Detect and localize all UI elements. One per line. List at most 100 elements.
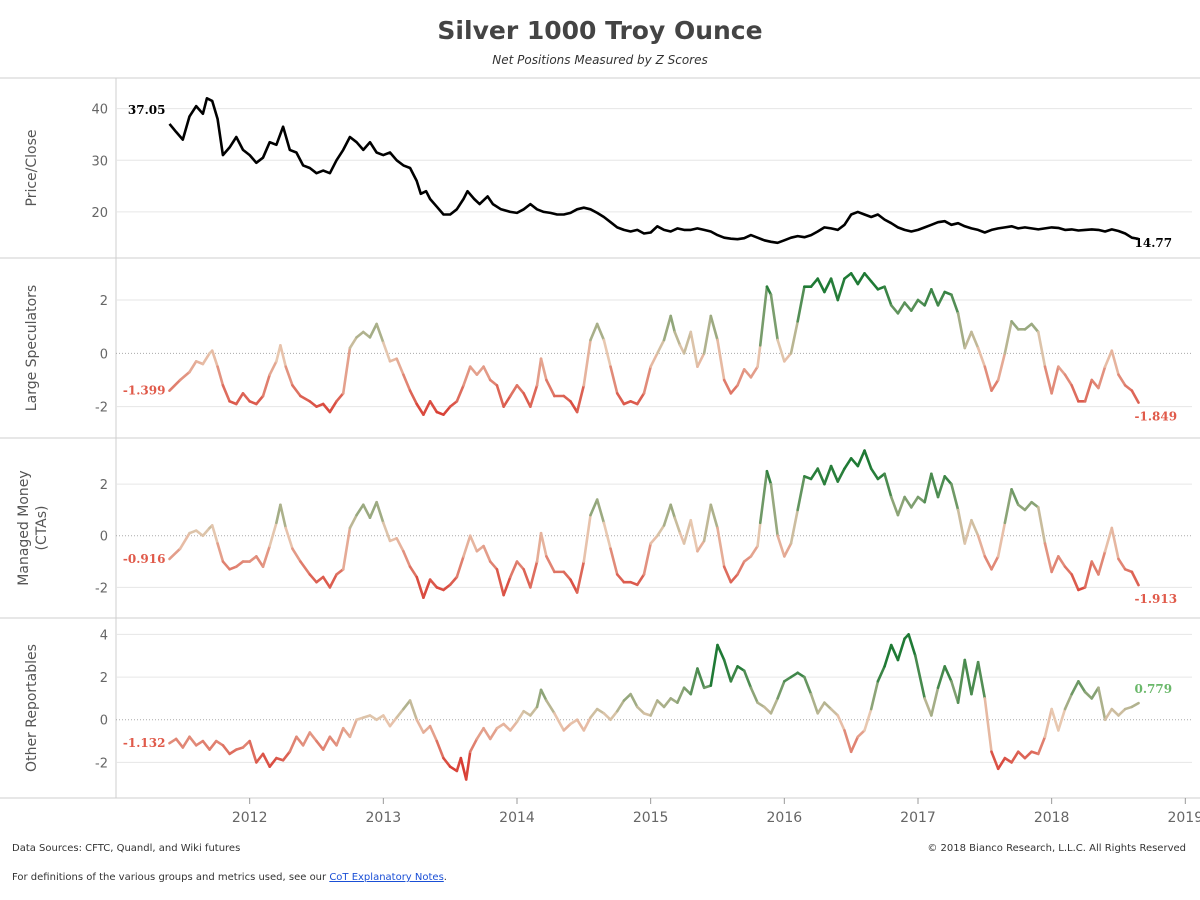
zscore-series-segment [796,671,806,679]
zscore-series-segment [468,534,479,553]
zscore-series-segment [221,560,231,571]
x-tick-label: 2018 [1034,810,1070,826]
zscore-series-segment [809,467,820,481]
zscore-series-segment [415,402,425,416]
zscore-series-segment [796,475,806,512]
zscore-series-segment [188,735,198,747]
zscore-series-segment [829,277,840,302]
x-tick-label: 2014 [499,810,535,826]
zscore-series-segment [535,531,543,563]
zscore-series-segment [950,293,960,315]
zscore-series-segment [495,384,505,408]
zscore-series-segment [428,578,439,589]
zscore-series-segment [459,756,468,781]
zscore-series-segment [950,482,960,512]
zscore-series-segment [1010,750,1020,764]
zscore-series-segment [355,503,365,517]
zscore-series-segment [488,378,499,387]
zscore-series-segment [765,285,773,296]
zscore-series-segment [201,526,211,538]
zscore-series-segment [756,344,762,368]
zscore-series-segment [509,560,519,579]
zscore-series-segment [522,567,532,589]
zscore-series-segment [1023,500,1033,512]
zscore-series-segment [769,697,779,715]
zscore-series-segment [1097,686,1107,722]
zscore-series-segment [268,360,278,376]
zscore-series-segment [1016,503,1027,512]
zscore-series-segment [983,697,993,754]
zscore-series-segment [589,322,599,342]
zscore-series-segment [482,365,492,382]
zscore-series-segment [602,521,612,550]
zscore-series-segment [749,365,759,379]
zscore-series-segment [341,346,352,395]
zscore-series-segment [783,675,793,683]
y-tick-label: 30 [91,154,108,169]
zscore-series-segment [194,529,205,538]
series-start-label: -1.399 [123,384,166,398]
zscore-series-segment [863,707,873,732]
zscore-series-segment [1057,365,1067,376]
zscore-series-segment [288,735,298,754]
series-start-label: -0.916 [123,552,166,566]
y-tick-label: -2 [95,581,108,596]
y-tick-label: 4 [100,628,108,643]
zscore-series-segment [348,336,358,350]
zscore-series-segment [1110,707,1120,717]
zscore-series-segment [375,500,385,525]
zscore-series-segment [907,633,917,658]
zscore-series-segment [1043,707,1053,739]
zscore-series-segment [669,314,677,334]
zscore-series-segment [1110,526,1120,561]
zscore-series-segment [241,392,251,403]
zscore-series-segment [248,739,258,764]
zscore-series-segment [328,573,338,589]
zscore-series-segment [716,338,726,382]
zscore-series-segment [856,272,866,286]
zscore-series-segment [361,503,372,519]
zscore-series-segment [1003,756,1013,764]
zscore-series-segment [348,513,358,530]
zscore-series-segment [749,544,759,558]
zscore-series-segment [1050,555,1060,574]
zscore-series-segment [642,365,652,395]
zscore-series-segment [615,699,626,713]
zscore-series-segment [515,384,525,395]
y-tick-label: 0 [100,347,108,362]
zscore-series-segment [696,539,706,553]
zscore-series-segment [696,667,706,690]
series-start-label: -1.132 [123,736,166,750]
zscore-series-segment [722,378,733,395]
zscore-series-segment [776,680,786,700]
zscore-series-segment [515,560,525,571]
zscore-series-segment [261,752,272,768]
zscore-series-segment [545,378,556,398]
zscore-series-segment [208,739,218,751]
zscore-series-segment [996,756,1007,771]
zscore-series-segment [553,712,566,732]
y-axis-label: Large Speculators [24,285,40,411]
zscore-series-segment [582,716,592,732]
zscore-series-segment [843,272,853,280]
cot-notes-link[interactable]: CoT Explanatory Notes [329,872,444,883]
x-tick-label: 2016 [767,810,803,826]
zscore-series-segment [609,709,619,722]
zscore-series-segment [1050,365,1060,395]
y-tick-label: 2 [100,294,108,309]
zscore-series-segment [375,322,385,344]
series-end-label: 0.779 [1135,682,1173,696]
zscore-series-segment [736,665,746,672]
zscore-series-segment [1090,686,1100,700]
zscore-series-segment [1063,692,1074,711]
zscore-series-segment [682,686,693,696]
zscore-series-segment [502,575,512,597]
zscore-series-segment [509,384,519,398]
zscore-series-segment [789,671,799,679]
zscore-series-segment [783,542,793,558]
zscore-series-segment [956,658,967,704]
zscore-series-segment [762,705,773,715]
zscore-series-segment [462,365,472,387]
zscore-series-segment [281,750,292,762]
zscore-series-segment [221,744,231,756]
